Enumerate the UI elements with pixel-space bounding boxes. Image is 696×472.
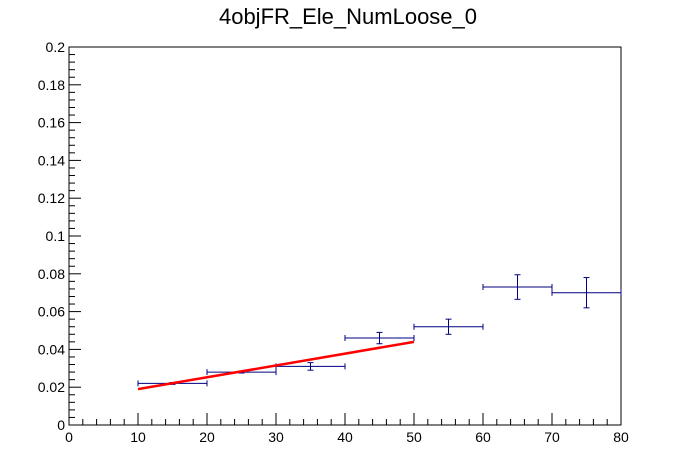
y-tick-label: 0.18 — [38, 77, 65, 93]
y-tick-label: 0.14 — [38, 152, 65, 168]
y-tick-label: 0.08 — [38, 266, 65, 282]
fit-line — [137, 340, 415, 391]
y-tick-label: 0.02 — [38, 379, 65, 395]
x-tick-label: 80 — [613, 429, 629, 445]
y-tick-label: 0.2 — [46, 39, 66, 55]
x-tick-label: 50 — [406, 429, 422, 445]
x-tick-label: 70 — [544, 429, 560, 445]
x-tick-label: 0 — [65, 429, 73, 445]
y-tick-label: 0.1 — [46, 228, 66, 244]
y-tick-label: 0.16 — [38, 115, 65, 131]
y-tick-label: 0.04 — [38, 341, 65, 357]
x-tick-label: 60 — [475, 429, 491, 445]
x-tick-label: 10 — [130, 429, 146, 445]
chart-title: 4objFR_Ele_NumLoose_0 — [218, 4, 478, 29]
y-tick-label: 0 — [57, 417, 65, 433]
x-tick-label: 30 — [268, 429, 284, 445]
x-tick-label: 40 — [337, 429, 353, 445]
x-tick-label: 20 — [199, 429, 215, 445]
y-tick-label: 0.06 — [38, 304, 65, 320]
y-tick-label: 0.12 — [38, 190, 65, 206]
